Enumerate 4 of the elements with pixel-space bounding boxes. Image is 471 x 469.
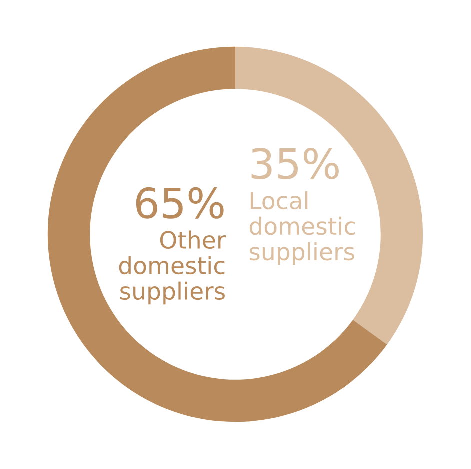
data-label: 35% (252, 148, 339, 180)
slice-label: Local domestic suppliers (250, 191, 356, 266)
data-label: 65% (136, 187, 224, 219)
slice-label: Other domestic suppliers (119, 230, 226, 305)
